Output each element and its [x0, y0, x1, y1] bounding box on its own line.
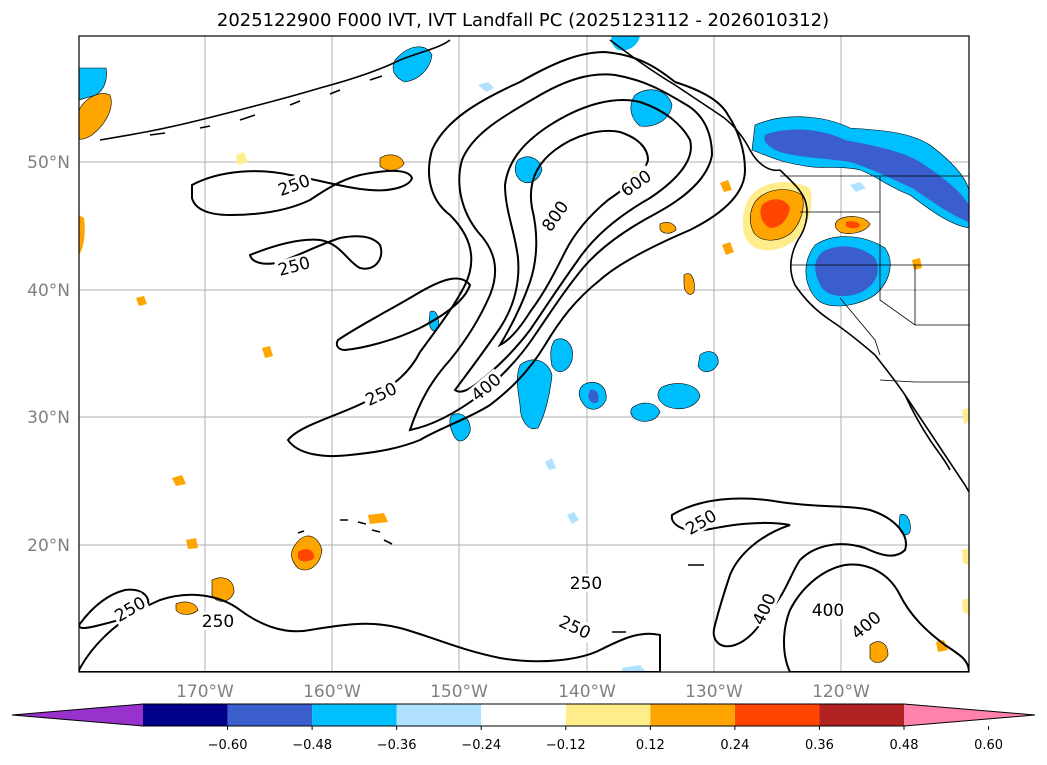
us-state-borders [790, 176, 969, 356]
positive-fill-hawaii-3 [175, 601, 199, 615]
pacific-islands [612, 564, 704, 633]
negative-fill-bc-coast [630, 89, 673, 127]
colorbar-segment [143, 704, 228, 726]
positive-fill-south-1 [869, 641, 889, 663]
colorbar-segment [481, 704, 566, 726]
lat-label-40n: 40°N [27, 281, 70, 301]
us-west-coast [779, 169, 969, 493]
colorbar-tick-label: −0.24 [461, 738, 501, 753]
negative-fill-midocean-7 [697, 351, 719, 373]
negative-fill-midocean-2 [516, 359, 553, 430]
ivt-contour-600 [453, 99, 692, 393]
colorbar: −0.60 −0.48 −0.36 −0.24 −0.12 0.12 0.24 0.36 0.4… [11, 703, 1036, 753]
colorbar-segment [650, 704, 735, 726]
lon-label-150w: 150°W [430, 682, 488, 702]
positive-fill-small-7 [186, 538, 198, 549]
colorbar-segment [227, 704, 313, 726]
contour-label-400-se: 400 [812, 601, 844, 621]
positive-fill-small-5 [262, 346, 273, 358]
negative-fill-midocean-5 [657, 383, 701, 409]
positive-fill-midocean-1 [379, 154, 405, 171]
colorbar-tick-label: 0.60 [974, 738, 1003, 753]
positive-fill-small-1 [722, 242, 734, 255]
colorbar-tick-label: 0.12 [636, 738, 665, 753]
negative-fill-small-5 [850, 182, 866, 192]
map-frame [78, 35, 970, 673]
negative-fill-small-1 [478, 82, 494, 92]
lon-label-120w: 120°W [812, 682, 870, 702]
ivt-contour-400 [408, 73, 714, 432]
colorbar-segment [312, 704, 397, 726]
negative-fill-midocean-3 [550, 338, 573, 372]
positive-fill-hawaii-1-core [298, 549, 315, 562]
baja-coast [904, 394, 951, 471]
positive-fill-west-edge-2 [79, 215, 85, 255]
positive-fill-nevada-core [846, 221, 860, 229]
positive-fill-small-8 [236, 152, 248, 165]
negative-fill-midocean-4-core [588, 389, 599, 404]
positive-fill-midocean-3 [683, 273, 695, 295]
positive-fill-midocean-2 [659, 222, 677, 234]
negative-fill-midocean-6 [630, 402, 661, 422]
positive-fill-small-12 [962, 548, 969, 565]
positive-fill-small-10 [936, 640, 948, 652]
hawaii-islands [297, 519, 393, 545]
colorbar-tick-label: 0.24 [720, 738, 749, 753]
contour-label-250-south: 250 [202, 612, 234, 632]
lat-label-30n: 30°N [27, 408, 70, 428]
colorbar-segment [734, 704, 820, 726]
negative-fill-california-core [815, 246, 878, 297]
lon-label-140w: 140°W [558, 682, 616, 702]
latitude-labels: 50°N 40°N 30°N 20°N [27, 153, 70, 556]
longitude-labels: 170°W 160°W 150°W 140°W 130°W 120°W [176, 682, 870, 702]
colorbar-extend-low [12, 704, 143, 726]
lon-label-160w: 160°W [303, 682, 361, 702]
positive-fill-oregon-core [760, 199, 790, 228]
alaska-islands [149, 75, 383, 136]
map-title: 2025122900 F000 IVT, IVT Landfall PC (20… [217, 10, 829, 31]
lat-label-20n: 20°N [27, 536, 70, 556]
negative-fill-small-4 [622, 665, 646, 672]
alaska-coast [99, 39, 451, 141]
positive-fill-west-edge [79, 93, 112, 140]
colorbar-tick-label: 0.48 [890, 738, 919, 753]
ivt-contour-250-arm [335, 277, 472, 352]
negative-fill-small-3 [545, 458, 556, 470]
pc-fill-layer [79, 36, 969, 672]
map-area [79, 36, 969, 672]
colorbar-outline [11, 703, 1036, 727]
colorbar-tick-label: −0.60 [208, 738, 248, 753]
negative-fill-small-2 [567, 512, 579, 524]
negative-fill-alaska [392, 46, 433, 83]
colorbar-tick-label: 0.36 [805, 738, 834, 753]
colorbar-extend-high [904, 704, 1035, 726]
ivt-contour-400-southeast [783, 563, 969, 672]
ivt-contour-250-north [191, 169, 414, 217]
bc-coast [609, 39, 781, 172]
colorbar-segment [396, 704, 482, 726]
colorbar-segment [565, 704, 651, 726]
colorbar-tick-label: −0.36 [377, 738, 417, 753]
positive-fill-small-3 [172, 475, 186, 486]
colorbar-tick-label: −0.48 [292, 738, 332, 753]
positive-fill-small-4 [136, 296, 147, 306]
positive-fill-small-11 [962, 408, 969, 424]
positive-fill-small-6 [368, 513, 388, 524]
lon-label-130w: 130°W [685, 682, 743, 702]
contour-label-250-center: 250 [570, 574, 602, 594]
coastlines [99, 39, 969, 633]
lat-label-50n: 50°N [27, 153, 70, 173]
positive-fill-small-13 [962, 598, 969, 615]
lon-label-170w: 170°W [176, 682, 234, 702]
negative-fill-pnw-core [764, 129, 969, 222]
colorbar-segment [819, 704, 904, 726]
ivt-contour-800 [497, 129, 650, 348]
ivt-contour-250-south [79, 593, 661, 672]
positive-fill-small-9 [912, 258, 922, 270]
ivt-contour-250-main [286, 50, 747, 458]
colorbar-tick-label: −0.12 [546, 738, 586, 753]
us-mexico-border [879, 379, 969, 383]
positive-fill-small-2 [720, 180, 732, 192]
